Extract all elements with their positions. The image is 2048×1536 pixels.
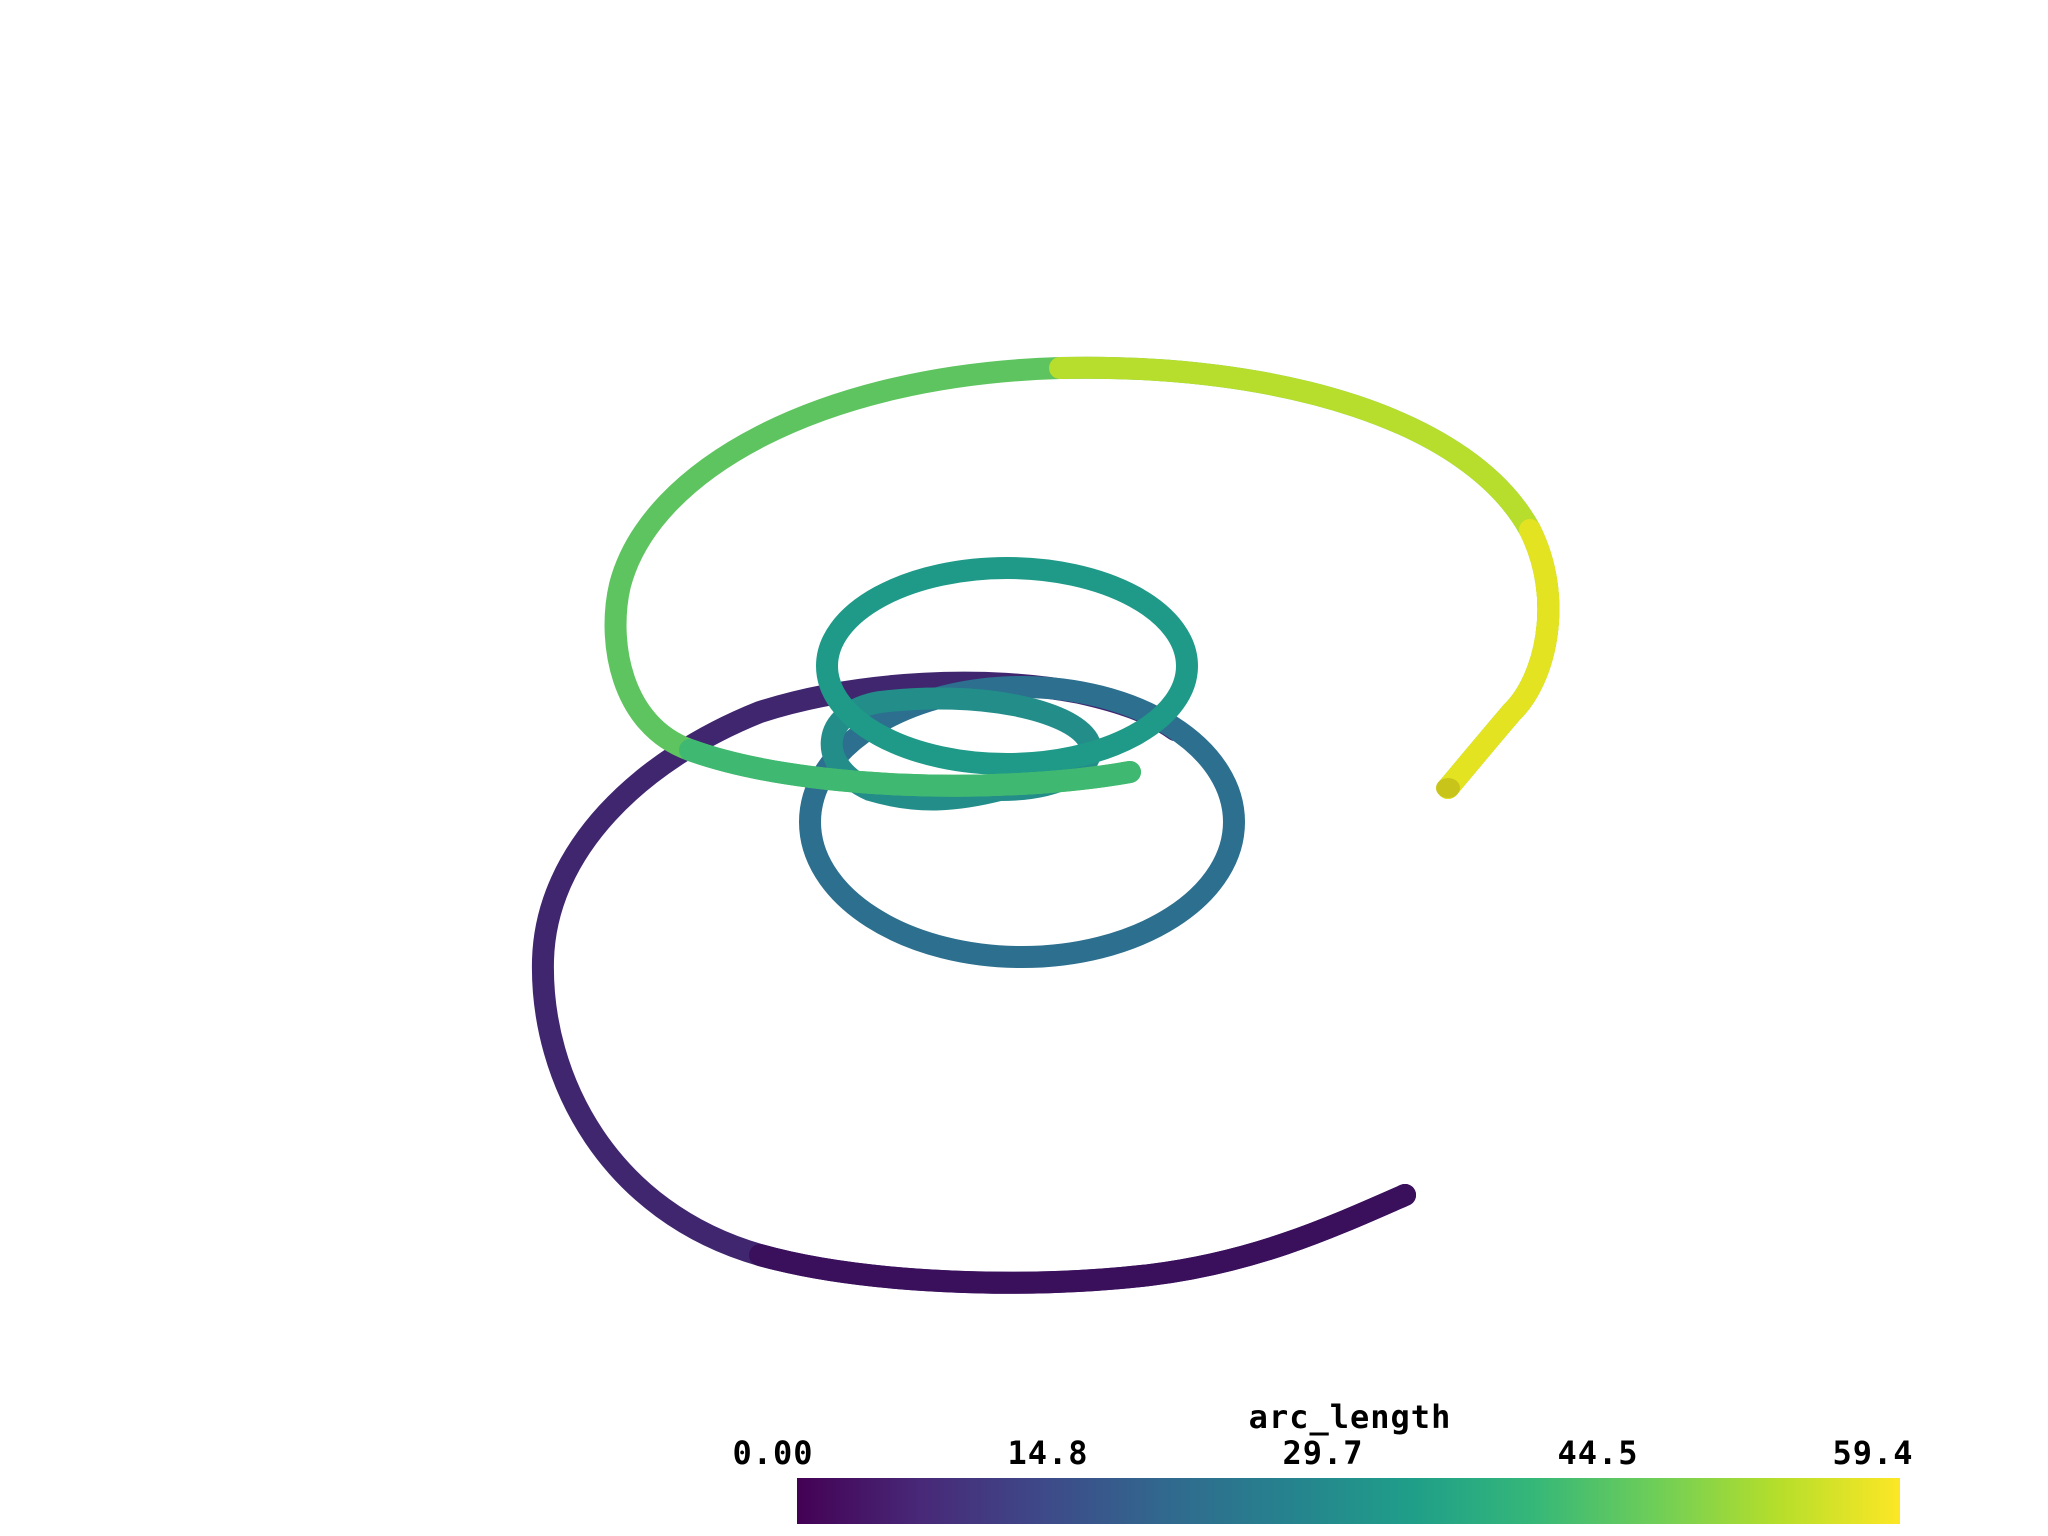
tube-segment-teal-loop	[816, 557, 1198, 775]
scalar-bar-tick-label: 14.8	[1007, 1434, 1088, 1472]
spiral-tube	[531, 356, 1560, 1294]
tube-end-cap-end	[1436, 778, 1460, 798]
tube-end-cap-start	[1394, 1184, 1416, 1206]
scalar-bar-tick-label: 44.5	[1557, 1434, 1638, 1472]
scalar-bar-tick-label: 29.7	[1282, 1434, 1363, 1472]
scalar-bar: arc_length 0.00 14.8 29.7 44.5 59.4	[732, 1398, 1913, 1524]
scalar-bar-tick-label: 59.4	[1832, 1434, 1913, 1472]
scalar-bar-tick-label: 0.00	[732, 1434, 813, 1472]
tube-segment-middle-loop	[799, 676, 1245, 968]
scalar-bar-title: arc_length	[1249, 1398, 1452, 1436]
scalar-bar-colormap	[797, 1478, 1900, 1524]
